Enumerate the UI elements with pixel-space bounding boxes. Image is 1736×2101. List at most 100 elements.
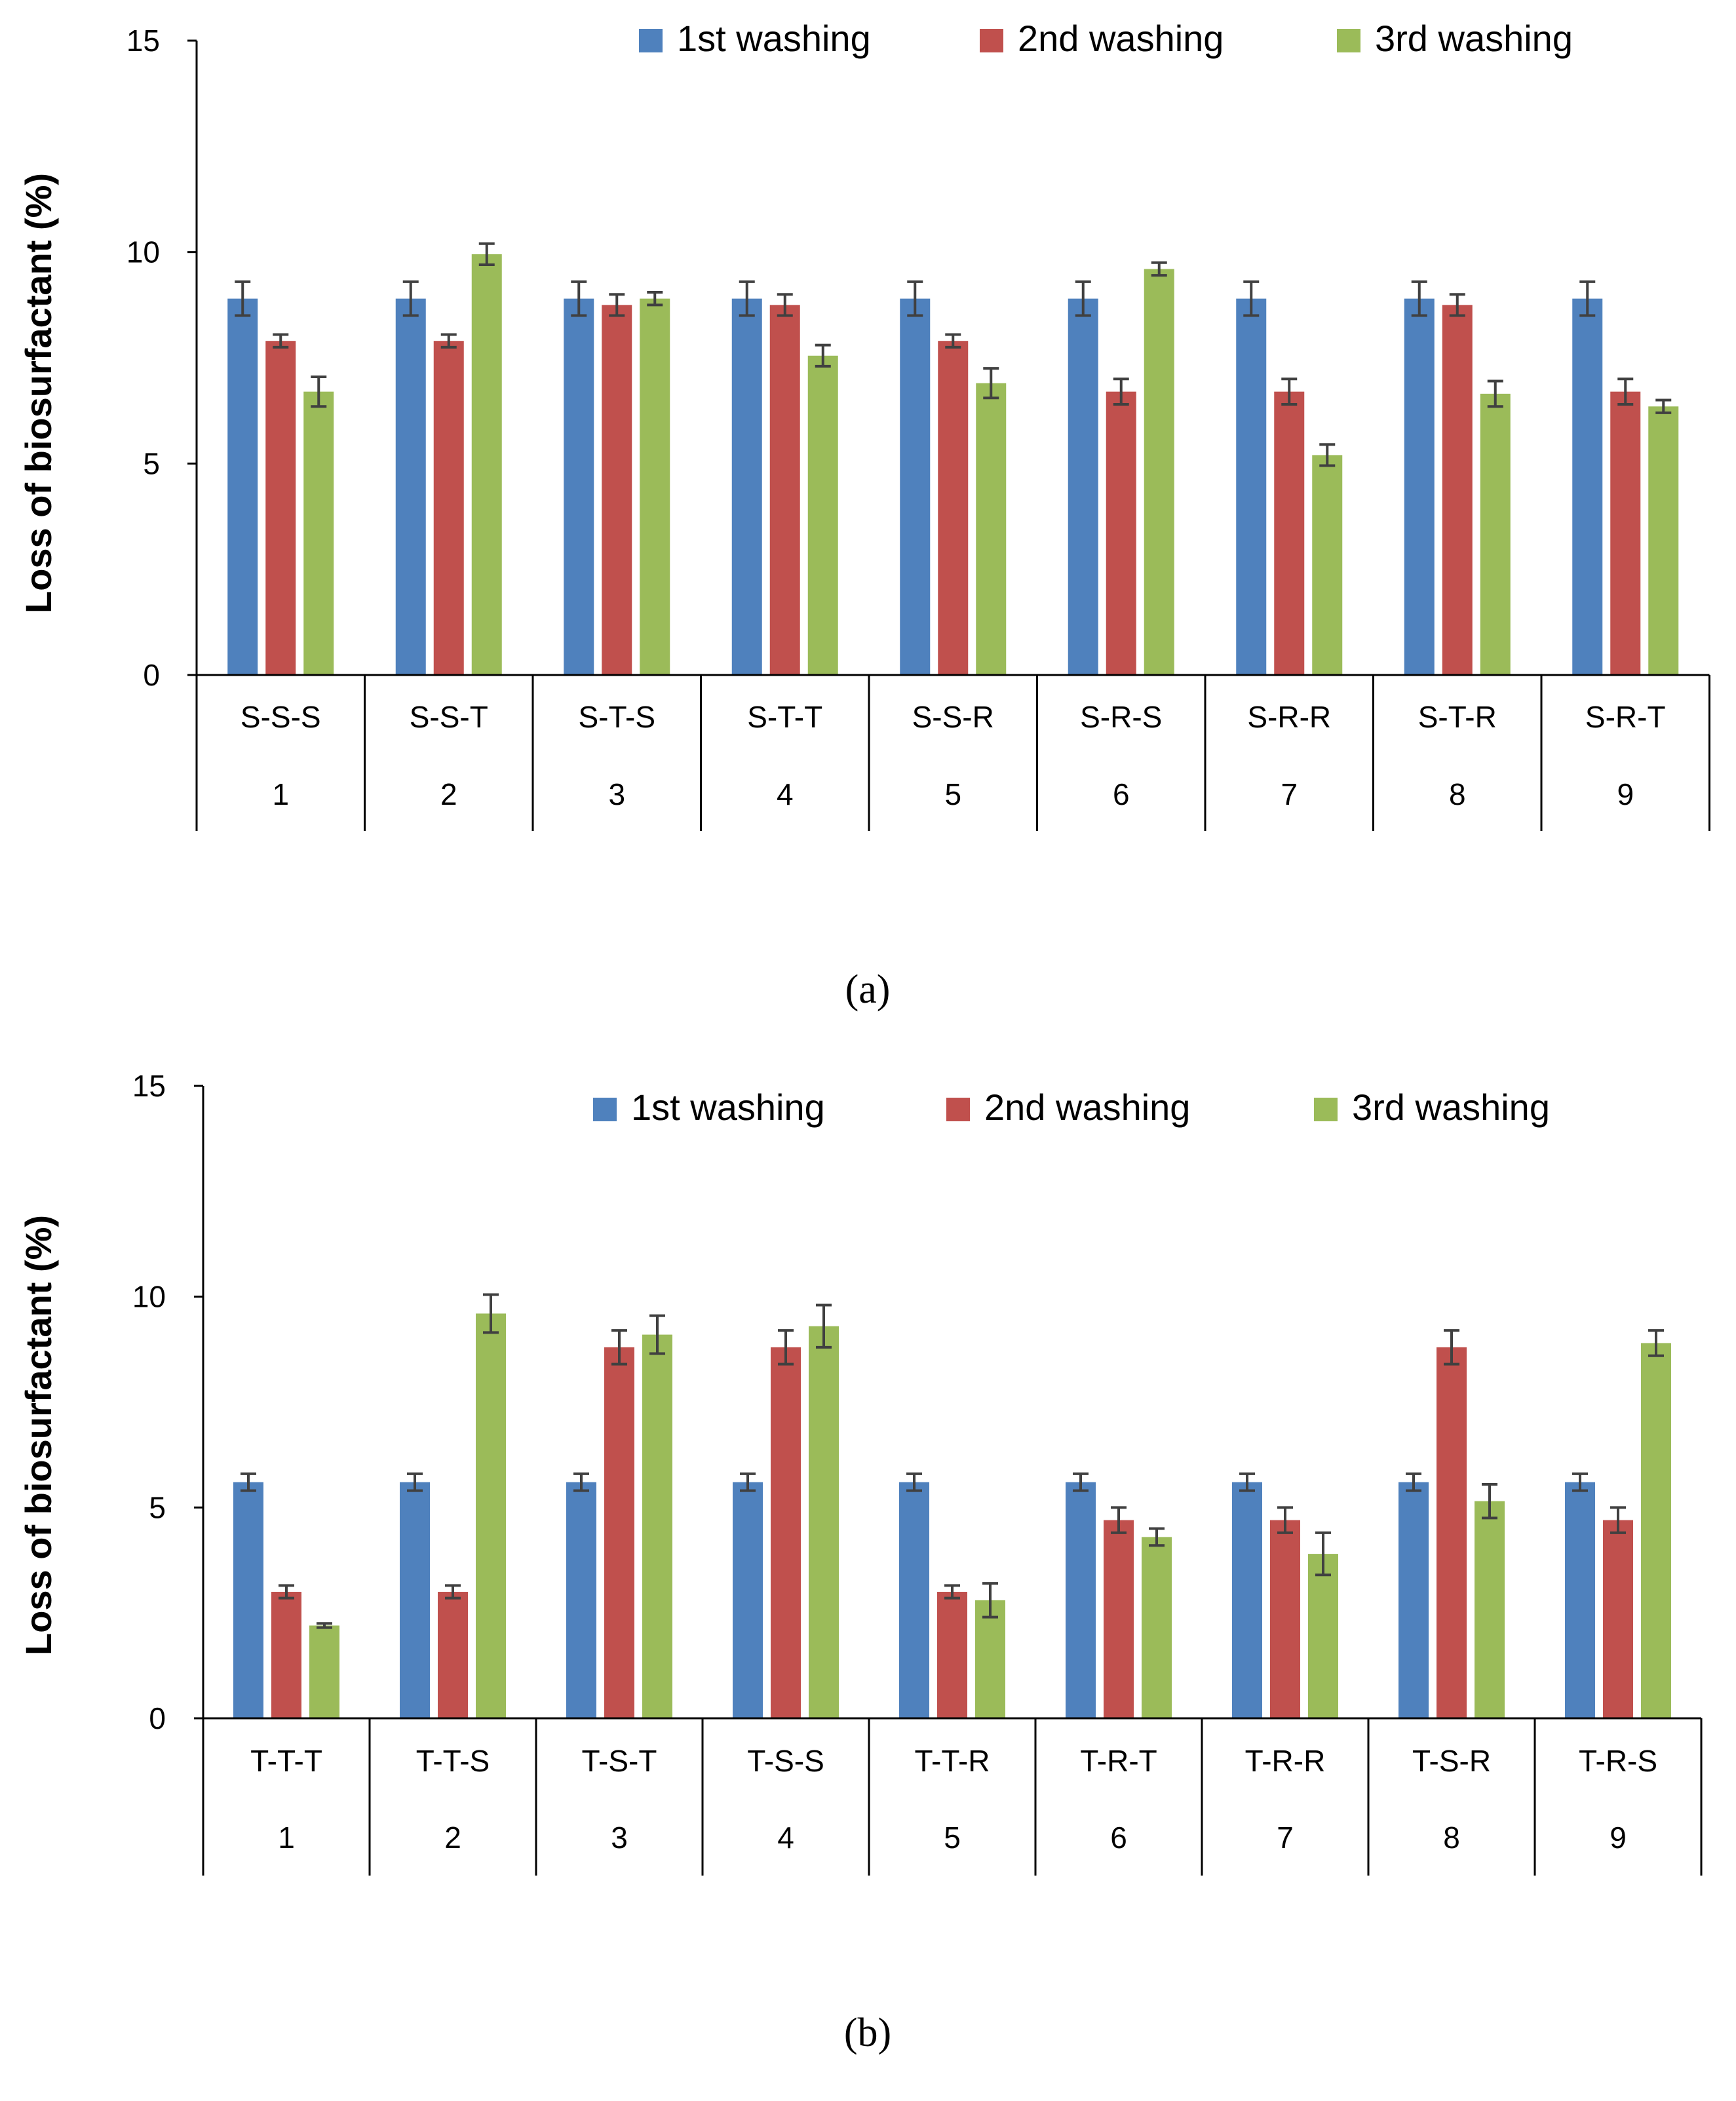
x-category-number: 8 [1443, 1821, 1460, 1855]
x-category-number: 9 [1610, 1821, 1627, 1855]
bar-b-6-series-2 [1104, 1520, 1134, 1718]
x-category-number: 6 [1113, 777, 1130, 811]
x-category-label: S-S-S [241, 700, 321, 734]
x-category-label: T-R-R [1245, 1744, 1326, 1778]
bar-b-9-series-1 [1565, 1482, 1595, 1718]
bar-a-3-series-1 [564, 298, 594, 675]
x-category-label: T-T-S [416, 1744, 490, 1778]
x-category-number: 3 [608, 777, 625, 811]
bar-b-7-series-2 [1270, 1520, 1300, 1718]
y-axis-title: Loss of biosurfactant (%) [18, 173, 59, 613]
x-category-number: 7 [1277, 1821, 1294, 1855]
bar-b-7-series-1 [1232, 1482, 1262, 1718]
x-category-number: 4 [777, 777, 794, 811]
y-tick-label: 0 [143, 658, 160, 692]
x-category-number: 3 [611, 1821, 628, 1855]
bar-a-2-series-2 [433, 341, 464, 675]
legend-swatch [639, 29, 663, 52]
x-category-label: T-T-T [250, 1744, 322, 1778]
x-category-number: 2 [440, 777, 457, 811]
bar-b-3-series-3 [642, 1334, 672, 1718]
legend-label: 2nd washing [1018, 18, 1224, 59]
y-tick-label: 10 [132, 1280, 166, 1314]
chart-panel-a: 0 5 10 15 Loss of biosurfactant (%) S-S-S 1 S-S… [18, 18, 1710, 1012]
y-tick-label: 15 [132, 1069, 166, 1103]
bar-b-4-series-2 [771, 1347, 801, 1718]
x-category-number: 6 [1110, 1821, 1127, 1855]
bar-a-7-series-3 [1312, 455, 1343, 675]
bar-a-5-series-2 [938, 341, 969, 675]
bar-a-7-series-2 [1274, 391, 1305, 675]
y-tick-label: 10 [126, 235, 160, 269]
x-category-label: T-S-R [1412, 1744, 1491, 1778]
bar-a-8-series-2 [1442, 305, 1473, 675]
bar-b-1-series-3 [309, 1625, 339, 1718]
bar-b-5-series-3 [975, 1600, 1005, 1718]
chart-panel-b: 0 5 10 15 Loss of biosurfactant (%) T-T-T 1 T-T… [18, 1069, 1703, 2055]
x-category-label: S-T-S [578, 700, 655, 734]
bar-a-4-series-2 [769, 305, 800, 675]
bar-b-6-series-1 [1066, 1482, 1096, 1718]
legend-swatch [1337, 29, 1360, 52]
bar-a-3-series-2 [602, 305, 632, 675]
y-tick-label: 5 [149, 1490, 166, 1524]
bar-a-9-series-1 [1572, 298, 1603, 675]
bar-a-4-series-3 [807, 355, 838, 675]
bar-a-9-series-3 [1648, 406, 1679, 675]
x-category-number: 4 [777, 1821, 794, 1855]
x-category-label: T-R-T [1080, 1744, 1157, 1778]
legend-swatch [593, 1098, 617, 1121]
bar-b-8-series-3 [1475, 1501, 1505, 1718]
bar-a-1-series-1 [227, 298, 258, 675]
x-category-label: S-T-R [1418, 700, 1497, 734]
y-tick-label: 0 [149, 1701, 166, 1735]
x-category-label: S-R-R [1247, 700, 1331, 734]
x-category-number: 1 [278, 1821, 295, 1855]
bar-a-6-series-3 [1144, 269, 1174, 676]
legend-label: 2nd washing [984, 1087, 1190, 1128]
bar-b-8-series-2 [1437, 1347, 1467, 1718]
x-category-label: S-T-T [747, 700, 822, 734]
bar-a-5-series-1 [900, 298, 931, 675]
bar-b-2-series-3 [476, 1313, 506, 1718]
x-category-number: 2 [444, 1821, 461, 1855]
bar-b-9-series-2 [1603, 1520, 1633, 1718]
x-category-label: T-T-R [915, 1744, 990, 1778]
bar-a-1-series-3 [303, 391, 334, 675]
bar-b-5-series-1 [899, 1482, 929, 1718]
panel-label: (b) [844, 2011, 891, 2055]
bar-b-1-series-1 [233, 1482, 263, 1718]
y-axis-title: Loss of biosurfactant (%) [18, 1215, 59, 1655]
panel-label: (a) [845, 967, 891, 1012]
x-category-number: 5 [944, 777, 961, 811]
legend-label: 1st washing [677, 18, 871, 59]
x-category-label: S-R-S [1080, 700, 1162, 734]
x-category-number: 5 [944, 1821, 961, 1855]
bar-b-5-series-2 [937, 1592, 967, 1718]
x-category-number: 1 [272, 777, 289, 811]
bar-a-5-series-3 [976, 383, 1007, 675]
x-category-number: 7 [1281, 777, 1298, 811]
y-tick-label: 5 [143, 446, 160, 480]
legend-label: 3rd washing [1375, 18, 1573, 59]
bar-b-3-series-1 [566, 1482, 596, 1718]
bar-b-4-series-3 [809, 1326, 839, 1718]
bar-a-6-series-2 [1106, 391, 1136, 675]
bar-b-9-series-3 [1641, 1343, 1671, 1718]
bar-a-8-series-1 [1404, 298, 1435, 675]
bar-a-3-series-3 [640, 298, 670, 675]
legend-label: 1st washing [631, 1087, 825, 1128]
bar-b-7-series-3 [1308, 1554, 1338, 1718]
x-category-label: S-R-T [1585, 700, 1666, 734]
y-tick-label: 15 [126, 24, 160, 58]
bar-a-9-series-2 [1610, 391, 1641, 675]
bar-b-4-series-1 [733, 1482, 763, 1718]
x-category-number: 8 [1449, 777, 1466, 811]
legend-swatch [1314, 1098, 1338, 1121]
x-category-label: S-S-R [912, 700, 994, 734]
x-category-label: S-S-T [410, 700, 488, 734]
legend-label: 3rd washing [1352, 1087, 1550, 1128]
x-category-label: T-R-S [1579, 1744, 1657, 1778]
bar-a-4-series-1 [731, 298, 762, 675]
